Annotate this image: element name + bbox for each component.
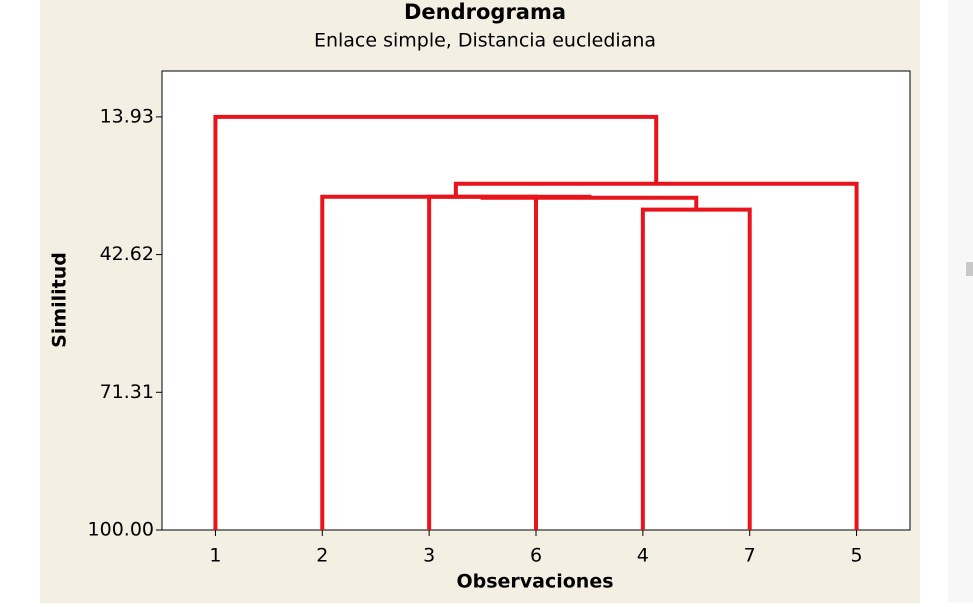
y-tick-label: 42.62	[100, 243, 154, 265]
y-tick-label: 100.00	[88, 519, 154, 541]
x-tick-label: 1	[209, 545, 221, 567]
x-tick-label: 7	[744, 545, 756, 567]
x-tick-label: 6	[530, 545, 542, 567]
scrollbar-thumb	[966, 262, 973, 276]
chart-title: Dendrograma	[404, 0, 566, 24]
dendrogram-link	[213, 114, 659, 530]
dendrogram-link	[640, 207, 752, 530]
scrollbar	[948, 0, 973, 603]
x-tick-label: 4	[637, 545, 649, 567]
x-axis-label: Observaciones	[456, 571, 613, 593]
x-tick-label: 2	[316, 545, 328, 567]
y-tick-label: 13.93	[100, 105, 154, 127]
y-tick-label: 71.31	[100, 381, 154, 403]
x-tick-label: 5	[851, 545, 863, 567]
y-axis-label: Similitud	[49, 252, 71, 348]
x-tick-label: 3	[423, 545, 435, 567]
chart-subtitle: Enlace simple, Distancia euclediana	[314, 30, 656, 52]
